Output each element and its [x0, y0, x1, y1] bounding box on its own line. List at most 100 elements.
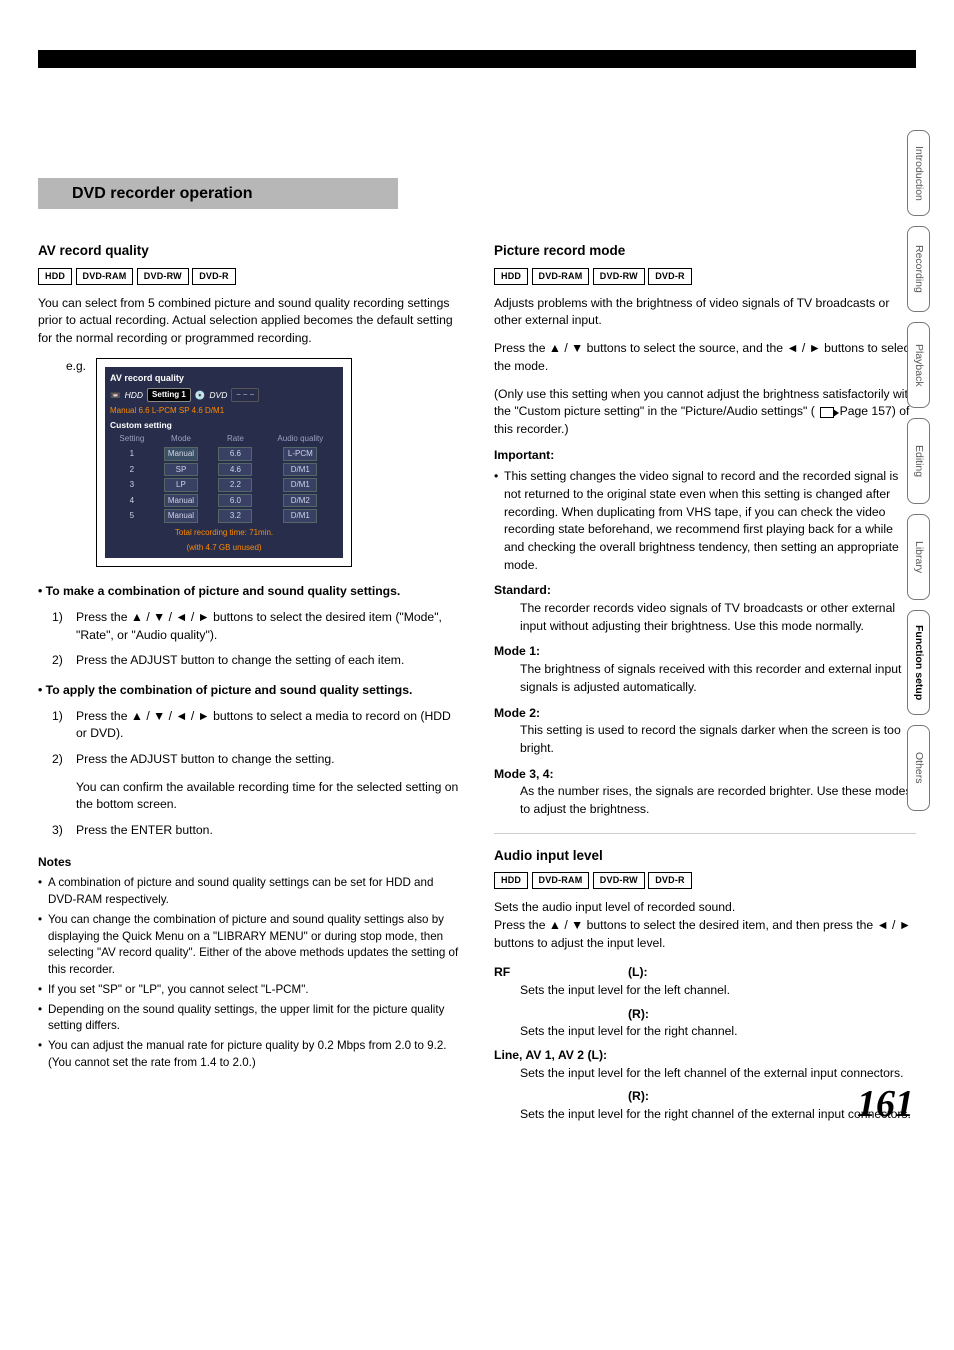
- d2-3: Press the ENTER button.: [76, 822, 213, 840]
- note-4: Depending on the sound quality settings,…: [38, 1002, 460, 1036]
- arrow-right-icon: ►: [198, 610, 210, 624]
- tab-function-setup[interactable]: Function setup: [907, 610, 930, 715]
- format-badges: HDD DVD-RAM DVD-RW DVD-R: [38, 267, 460, 285]
- audio-input-heading: Audio input level: [494, 846, 916, 866]
- shot-title: AV record quality: [110, 372, 338, 385]
- num-2b: 2): [52, 751, 76, 814]
- badge-dvdram: DVD-RAM: [532, 268, 590, 285]
- badge-dvdrw: DVD-RW: [593, 872, 645, 889]
- format-badges: HDD DVD-RAM DVD-RW DVD-R: [494, 267, 916, 285]
- d2-2b: You can confirm the available recording …: [76, 779, 460, 814]
- screenshot-frame: AV record quality 📼 HDD Setting 1 💿 DVD …: [96, 358, 352, 567]
- rf-R: (R):: [628, 1007, 649, 1021]
- tab-others[interactable]: Others: [907, 725, 930, 811]
- shot-foot1: Total recording time: 71min.: [110, 527, 338, 539]
- shot-foot2: (with 4.7 GB unused): [110, 542, 338, 554]
- arrow-right-icon: ►: [809, 341, 821, 355]
- badge-dvdram: DVD-RAM: [532, 872, 590, 889]
- mode1-heading: Mode 1:: [494, 643, 916, 661]
- pic-p2-mid: buttons to select the source, and the: [583, 341, 786, 355]
- av-intro-text: You can select from 5 combined picture a…: [38, 295, 460, 348]
- arrow-right-icon: ►: [198, 709, 210, 723]
- arrow-left-icon: ◄: [786, 341, 798, 355]
- shot-dash: – – –: [231, 388, 259, 402]
- arrow-down-icon: ▼: [571, 341, 583, 355]
- num-2: 2): [52, 652, 76, 670]
- badge-dvdrw: DVD-RW: [137, 268, 189, 285]
- d2-1-pre: Press the: [76, 709, 131, 723]
- audio-p2-pre: Press the: [494, 918, 549, 932]
- dvd-icon: 💿: [195, 389, 206, 401]
- line-heading: Line, AV 1, AV 2 (L):: [494, 1047, 916, 1065]
- page-ref-icon: [820, 407, 834, 418]
- rf-L: (L):: [628, 965, 648, 979]
- badge-dvdr: DVD-R: [648, 872, 692, 889]
- badge-dvdr: DVD-R: [192, 268, 236, 285]
- top-black-bar: [38, 50, 916, 68]
- mode1-body: The brightness of signals received with …: [520, 661, 916, 696]
- pic-p1: Adjusts problems with the brightness of …: [494, 295, 916, 330]
- d1-2: Press the ADJUST button to change the se…: [76, 652, 404, 670]
- th-setting: Setting: [110, 432, 154, 446]
- hdd-icon: 📼: [110, 389, 121, 401]
- arrow-up-icon: ▲: [131, 709, 143, 723]
- th-rate: Rate: [208, 432, 262, 446]
- rf-left-body: Sets the input level for the left channe…: [520, 982, 916, 1000]
- num-3: 3): [52, 822, 76, 840]
- section-title: DVD recorder operation: [38, 178, 398, 209]
- mode2-heading: Mode 2:: [494, 705, 916, 723]
- important-heading: Important:: [494, 447, 916, 465]
- audio-p2-mid: buttons to select the desired item, and …: [583, 918, 876, 932]
- arrow-down-icon: ▼: [571, 918, 583, 932]
- badge-hdd: HDD: [494, 268, 528, 285]
- badge-dvdr: DVD-R: [648, 268, 692, 285]
- right-column: Picture record mode HDD DVD-RAM DVD-RW D…: [494, 229, 916, 1130]
- badge-hdd: HDD: [38, 268, 72, 285]
- shot-hdd-label: HDD: [125, 389, 143, 401]
- tab-playback[interactable]: Playback: [907, 322, 930, 408]
- note-2: You can change the combination of pictur…: [38, 912, 460, 979]
- pic-p2-pre: Press the: [494, 341, 549, 355]
- tab-introduction[interactable]: Introduction: [907, 130, 930, 216]
- mode34-body: As the number rises, the signals are rec…: [520, 783, 916, 818]
- badge-dvdrw: DVD-RW: [593, 268, 645, 285]
- shot-custom: Custom setting: [110, 419, 338, 431]
- num-1: 1): [52, 609, 76, 644]
- d2-2: Press the ADJUST button to change the se…: [76, 751, 460, 769]
- page-number: 161: [857, 1077, 914, 1132]
- note-3: If you set "SP" or "LP", you cannot sele…: [38, 982, 460, 999]
- mode34-heading: Mode 3, 4:: [494, 766, 916, 784]
- line-R: (R):: [628, 1089, 649, 1103]
- badge-hdd: HDD: [494, 872, 528, 889]
- av-record-quality-heading: AV record quality: [38, 241, 460, 261]
- standard-body: The recorder records video signals of TV…: [520, 600, 916, 635]
- rf-right-body: Sets the input level for the right chann…: [520, 1023, 916, 1041]
- arrow-up-icon: ▲: [549, 341, 561, 355]
- picture-record-heading: Picture record mode: [494, 241, 916, 261]
- note-1: A combination of picture and sound quali…: [38, 875, 460, 909]
- arrow-left-icon: ◄: [877, 918, 889, 932]
- rf-label: RF: [494, 965, 510, 979]
- shot-setting1: Setting 1: [147, 388, 191, 402]
- num-1b: 1): [52, 708, 76, 743]
- arrow-up-icon: ▲: [131, 610, 143, 624]
- tab-recording[interactable]: Recording: [907, 226, 930, 312]
- audio-p1: Sets the audio input level of recorded s…: [494, 899, 916, 917]
- shot-dvd-label: DVD: [209, 389, 227, 401]
- arrow-up-icon: ▲: [549, 918, 561, 932]
- arrow-left-icon: ◄: [175, 610, 187, 624]
- audio-p2-post: buttons to adjust the input level.: [494, 936, 665, 950]
- arrow-down-icon: ▼: [153, 610, 165, 624]
- mode2-body: This setting is used to record the signa…: [520, 722, 916, 757]
- standard-heading: Standard:: [494, 582, 916, 600]
- d1-1-pre: Press the: [76, 610, 131, 624]
- shot-subline: Manual 6.6 L-PCM SP 4.6 D/M1: [110, 405, 338, 417]
- arrow-right-icon: ►: [899, 918, 911, 932]
- important-body: This setting changes the video signal to…: [494, 468, 916, 574]
- th-audio: Audio quality: [263, 432, 338, 446]
- arrow-left-icon: ◄: [175, 709, 187, 723]
- dot-make-combo: • To make a combination of picture and s…: [38, 583, 460, 601]
- eg-label: e.g.: [66, 358, 86, 375]
- format-badges: HDD DVD-RAM DVD-RW DVD-R: [494, 871, 916, 889]
- divider: [494, 833, 916, 834]
